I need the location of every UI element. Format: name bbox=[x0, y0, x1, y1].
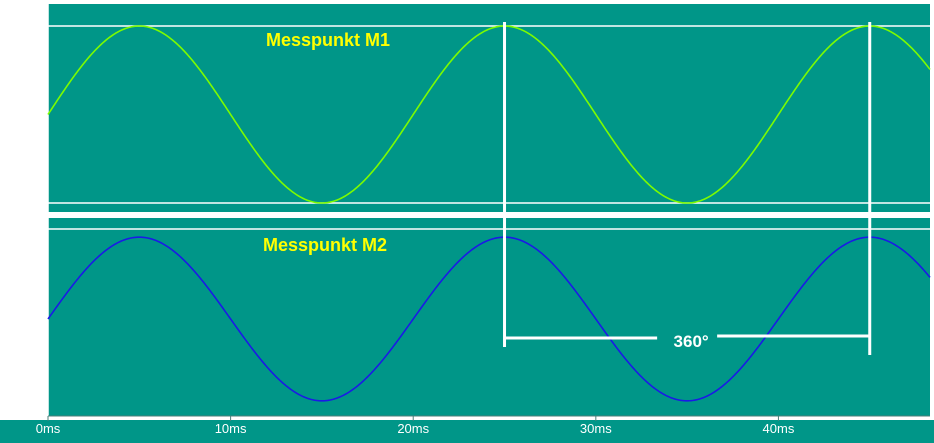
x-tick-label: 0ms bbox=[36, 421, 61, 436]
panel-m1: 10V 8V 6V 4V 2V 0V -2V -4V -6V -8V -10V Messpunkt … bbox=[15, 4, 931, 212]
panel-m2-background bbox=[48, 218, 930, 416]
panel-m1-y-ticks: 10V 8V 6V 4V 2V 0V -2V -4V -6V -8V -10V bbox=[15, 19, 48, 211]
panel-m2-y-ticks: 10V -1V -12V bbox=[15, 222, 48, 417]
phase-annotation: 360° bbox=[503, 22, 872, 355]
series-line-m2 bbox=[47, 236, 931, 402]
series-line-m1 bbox=[47, 25, 931, 204]
y-tick-label: -4V bbox=[22, 143, 43, 158]
y-tick-label: -12V bbox=[15, 402, 43, 417]
y-tick-label: 6V bbox=[26, 54, 42, 69]
x-tick-label: 20ms bbox=[397, 421, 429, 436]
y-tick-label: 10V bbox=[19, 222, 42, 237]
y-tick-label: 2V bbox=[26, 90, 42, 105]
y-tick-label: -6V bbox=[22, 161, 43, 176]
x-axis: 0ms 10ms 20ms 30ms 40ms bbox=[0, 415, 934, 443]
panel-m2-gridlines bbox=[47, 218, 930, 416]
x-tick-label: 30ms bbox=[580, 421, 612, 436]
y-tick-label: -10V bbox=[15, 196, 43, 211]
x-axis-band bbox=[0, 420, 934, 443]
phase-label: 360° bbox=[674, 332, 709, 351]
panel-m1-title: Messpunkt M1 bbox=[266, 30, 390, 50]
x-tick-label: 40ms bbox=[763, 421, 795, 436]
panel-m2-title: Messpunkt M2 bbox=[263, 235, 387, 255]
panel-m1-gridlines bbox=[47, 4, 930, 212]
panel-m2: 10V -1V -12V Messpunkt M2 bbox=[15, 218, 931, 417]
y-tick-label: -8V bbox=[22, 178, 43, 193]
x-tick-label: 10ms bbox=[215, 421, 247, 436]
y-tick-label: 8V bbox=[26, 37, 42, 52]
panel-m1-background bbox=[48, 4, 930, 212]
y-tick-label: 0V bbox=[26, 108, 42, 123]
y-tick-label: 4V bbox=[26, 72, 42, 87]
y-tick-label: -2V bbox=[22, 125, 43, 140]
y-tick-label: 10V bbox=[19, 19, 42, 34]
y-tick-label: -1V bbox=[22, 312, 43, 327]
